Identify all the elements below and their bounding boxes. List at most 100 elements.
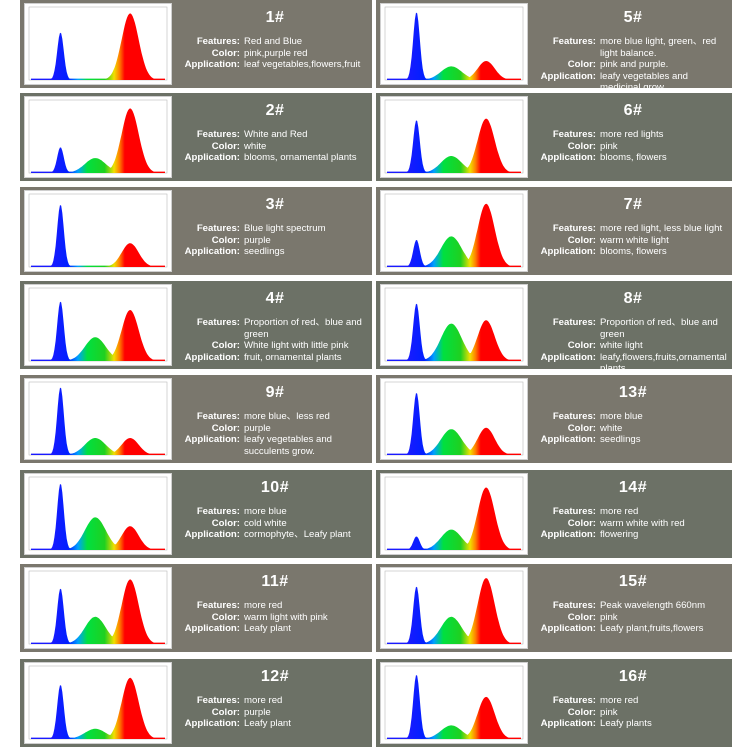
spec-rows: Features: Proportion of red、blue and gree…: [182, 317, 368, 363]
features-label: Features:: [552, 129, 596, 140]
application-label: Application:: [540, 434, 596, 445]
color-row: Color: pink: [538, 141, 728, 153]
model-number: 1#: [265, 9, 285, 26]
application-label: Application:: [184, 351, 240, 363]
spectrum-chart: [384, 99, 524, 174]
spectrum-curve: [387, 675, 521, 739]
spectrum-chart: [28, 570, 168, 645]
features-row: Features: Red and Blue: [182, 36, 368, 48]
features-row: Features: Proportion of red、blue and gree…: [538, 317, 728, 340]
features-label: Features:: [196, 506, 240, 517]
features-label: Features:: [552, 223, 596, 234]
color-row: Color: purple: [182, 707, 368, 719]
color-value: pink: [600, 140, 618, 152]
spectrum-thumbnail: [380, 190, 528, 272]
chart-frame: [28, 665, 168, 740]
spectrum-chart: [28, 6, 168, 81]
features-value: Peak wavelength 660nm: [600, 600, 706, 611]
spectrum-chart: [28, 476, 168, 551]
spectrum-chart: [28, 287, 168, 362]
application-label: Application:: [184, 152, 240, 163]
application-value: seedlings: [600, 434, 641, 445]
application-label: Application:: [540, 351, 596, 363]
spectrum-curve: [387, 578, 521, 644]
application-value: Leafy plant: [244, 718, 291, 729]
features-value: more red: [600, 506, 639, 517]
features-row: Features: more red: [538, 506, 728, 518]
application-label: Application:: [184, 59, 240, 70]
spectrum-curve: [31, 301, 165, 361]
spectrum-card: 11# Features: more red Color: warm light wit…: [20, 564, 372, 652]
spectrum-thumbnail: [24, 473, 172, 555]
color-label: Color:: [211, 234, 240, 246]
spectrum-thumbnail: [380, 662, 528, 744]
features-value: Proportion of red、blue and green: [244, 317, 362, 340]
color-label: Color:: [567, 234, 596, 246]
spectrum-chart: [28, 193, 168, 268]
application-label: Application:: [540, 152, 596, 163]
spectrum-curve: [31, 484, 165, 550]
spectrum-curve: [31, 205, 165, 267]
color-value: white: [244, 140, 267, 152]
features-label: Features:: [552, 695, 596, 706]
spectrum-curve: [387, 303, 521, 361]
model-number: 5#: [623, 9, 643, 26]
spec-rows: Features: more red Color: purple Application…: [182, 695, 368, 730]
color-label: Color:: [211, 611, 240, 623]
application-label: Application:: [540, 718, 596, 729]
application-value: seedlings: [244, 246, 285, 257]
application-value: Leafy plant: [244, 623, 291, 634]
spectrum-card: 3# Features: Blue light spectrum Color: purp…: [20, 187, 372, 275]
color-value: purple: [244, 422, 271, 434]
features-label: Features:: [196, 695, 240, 706]
features-label: Features:: [552, 506, 596, 517]
application-row: Application: blooms, ornamental plants: [182, 152, 368, 164]
application-row: Application: blooms, flowers: [538, 246, 728, 258]
application-row: Application: blooms, flowers: [538, 152, 728, 164]
spectrum-thumbnail: [380, 96, 528, 178]
application-value: leaf vegetables,flowers,fruit: [244, 59, 361, 70]
features-label: Features:: [552, 411, 596, 422]
model-number: 3#: [265, 196, 285, 213]
color-label: Color:: [567, 611, 596, 623]
application-row: Application: seedlings: [182, 246, 368, 258]
application-label: Application:: [540, 70, 596, 82]
features-value: more red lights: [600, 129, 664, 140]
color-label: Color:: [211, 422, 240, 434]
color-value: pink: [600, 611, 618, 623]
features-row: Features: more blue light, green、red ligh…: [538, 36, 728, 59]
spec-rows: Features: Blue light spectrum Color: purple…: [182, 223, 368, 258]
spec-rows: Features: more red Color: pink Application: L…: [538, 695, 728, 730]
application-row: Application: fruit, ornamental plants: [182, 352, 368, 364]
application-label: Application:: [184, 623, 240, 634]
application-value: cormophyte、Leafy plant: [244, 529, 351, 540]
color-label: Color:: [567, 340, 596, 351]
model-number: 7#: [623, 196, 643, 213]
features-row: Features: Proportion of red、blue and gree…: [182, 317, 368, 340]
spectrum-chart: [384, 476, 524, 551]
color-row: Color: pink,purple red: [182, 48, 368, 60]
spec-rows: Features: more blue light, green、red ligh…: [538, 36, 728, 94]
color-row: Color: warm white light: [538, 235, 728, 247]
features-value: more blue: [244, 506, 287, 517]
color-value: pink,purple red: [244, 47, 308, 59]
spectrum-curve: [31, 579, 165, 644]
color-value: purple: [244, 706, 271, 718]
features-row: Features: more red: [182, 600, 368, 612]
spectrum-thumbnail: [380, 284, 528, 366]
spectrum-card: 1# Features: Red and Blue Color: pink,purple…: [20, 0, 372, 88]
spec-rows: Features: more red Color: warm white with r…: [538, 506, 728, 541]
color-value: warm white light: [600, 234, 669, 246]
color-row: Color: cold white: [182, 518, 368, 530]
color-value: pink: [600, 706, 618, 718]
spectrum-card: 10# Features: more blue Color: cold white App…: [20, 470, 372, 558]
spectrum-thumbnail: [24, 190, 172, 272]
spectrum-chart: [28, 99, 168, 174]
features-value: more red: [244, 600, 283, 611]
application-value: leafy vegetables and succulents grow.: [244, 434, 333, 457]
model-number: 4#: [265, 290, 285, 307]
spec-rows: Features: Peak wavelength 660nm Color: pink…: [538, 600, 728, 635]
spectrum-chart: [384, 6, 524, 81]
model-number: 14#: [618, 479, 648, 496]
features-label: Features:: [196, 411, 240, 422]
